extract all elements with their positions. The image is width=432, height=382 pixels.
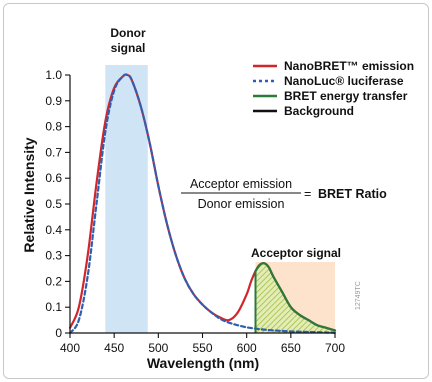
y-tick-label: 0.5: [45, 197, 62, 211]
x-tick-label: 500: [148, 341, 168, 355]
figure-id-watermark: 12749TC: [355, 281, 362, 310]
ratio-numerator: Acceptor emission: [190, 177, 292, 191]
ratio-denominator: Donor emission: [198, 197, 285, 211]
legend-label-bret: BRET energy transfer: [284, 89, 408, 103]
legend-label-background: Background: [284, 104, 354, 118]
series-line-bret-energy-transfer: [254, 262, 337, 332]
y-tick-label: 0.4: [45, 223, 62, 237]
legend: NanoBRET™ emission NanoLuc® luciferase B…: [253, 59, 414, 118]
y-tick-label: 1.0: [45, 68, 62, 82]
donor-label-line1: Donor: [110, 26, 146, 40]
acceptor-label: Acceptor signal: [251, 246, 341, 260]
y-tick-label: 0.8: [45, 120, 62, 134]
y-tick-label: 0: [55, 326, 62, 340]
y-tick-label: 0.7: [45, 145, 62, 159]
bret-ratio-formula: Acceptor emission Donor emission = BRET …: [181, 177, 387, 211]
x-tick-label: 650: [281, 341, 301, 355]
y-tick-label: 0.3: [45, 249, 62, 263]
y-axis-title: Relative Intensity: [21, 137, 37, 252]
x-tick-label: 550: [192, 341, 212, 355]
legend-label-nanobret: NanoBRET™ emission: [284, 59, 414, 73]
x-tick-label: 450: [104, 341, 124, 355]
ratio-equals: =: [304, 187, 311, 201]
y-tick-label: 0.1: [45, 300, 62, 314]
x-axis-title: Wavelength (nm): [147, 355, 259, 371]
series-line-nanoluc-luciferase: [68, 73, 337, 335]
y-tick-label: 0.6: [45, 171, 62, 185]
y-tick-label: 0.9: [45, 94, 62, 108]
ratio-result: BRET Ratio: [318, 187, 387, 201]
legend-label-nanoluc: NanoLuc® luciferase: [284, 74, 404, 88]
donor-label-line2: signal: [111, 41, 146, 55]
x-tick-label: 400: [60, 341, 80, 355]
y-tick-label: 0.2: [45, 274, 62, 288]
x-tick-label: 700: [325, 341, 345, 355]
x-tick-label: 600: [237, 341, 257, 355]
